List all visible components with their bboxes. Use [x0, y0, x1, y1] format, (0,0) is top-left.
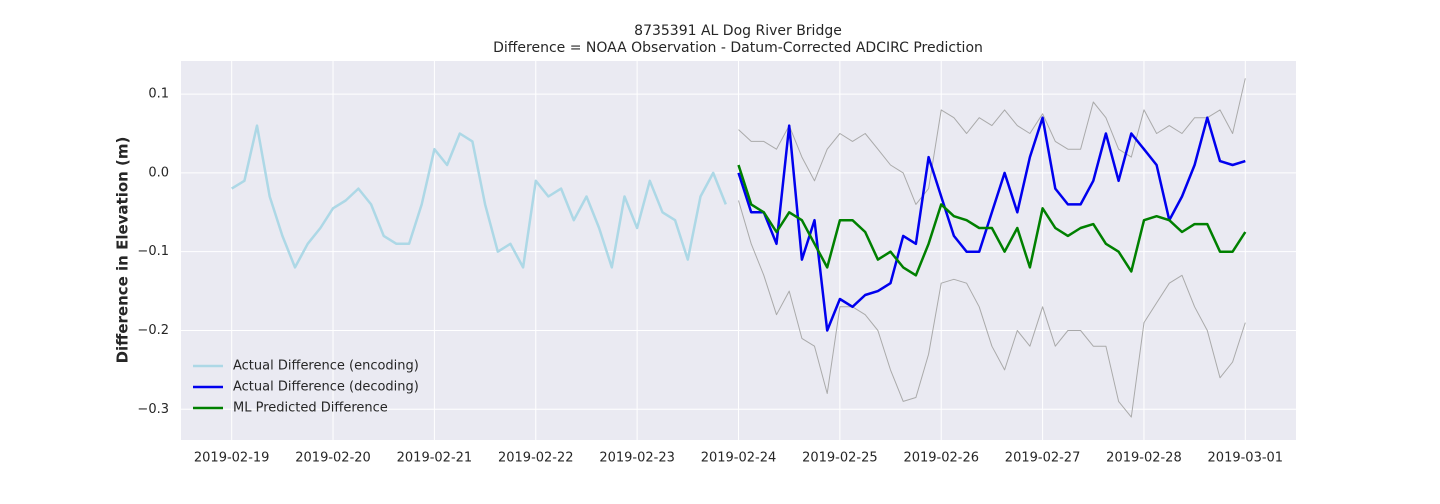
x-tick-label: 2019-02-24 [701, 451, 777, 466]
band-line [738, 78, 1246, 205]
chart-title: 8735391 AL Dog River Bridge [634, 23, 842, 39]
x-tick-label: 2019-02-25 [802, 451, 878, 466]
x-tick-label: 2019-02-23 [599, 451, 675, 466]
x-tick-label: 2019-02-22 [498, 451, 574, 466]
series-line [737, 116, 1246, 332]
legend-label: Actual Difference (decoding) [233, 380, 419, 395]
y-tick-label: −0.2 [137, 323, 169, 338]
x-tick-label: 2019-02-26 [903, 451, 979, 466]
band-line [738, 200, 1246, 418]
x-tick-label: 2019-02-27 [1005, 451, 1081, 466]
legend-label: Actual Difference (encoding) [233, 359, 419, 374]
series-line [231, 124, 727, 269]
x-tick-label: 2019-02-20 [295, 451, 371, 466]
y-tick-label: −0.3 [137, 402, 169, 417]
chart-subtitle: Difference = NOAA Observation - Datum-Co… [493, 40, 983, 56]
x-tick-label: 2019-03-01 [1208, 451, 1284, 466]
y-axis-label: Difference in Elevation (m) [114, 137, 132, 364]
x-tick-label: 2019-02-19 [194, 451, 270, 466]
series-line [737, 164, 1247, 277]
y-tick-label: 0.1 [148, 87, 169, 102]
y-tick-label: −0.1 [137, 244, 169, 259]
y-tick-label: 0.0 [148, 165, 169, 180]
x-tick-label: 2019-02-28 [1106, 451, 1182, 466]
legend-label: ML Predicted Difference [233, 401, 388, 416]
x-tick-label: 2019-02-21 [397, 451, 473, 466]
